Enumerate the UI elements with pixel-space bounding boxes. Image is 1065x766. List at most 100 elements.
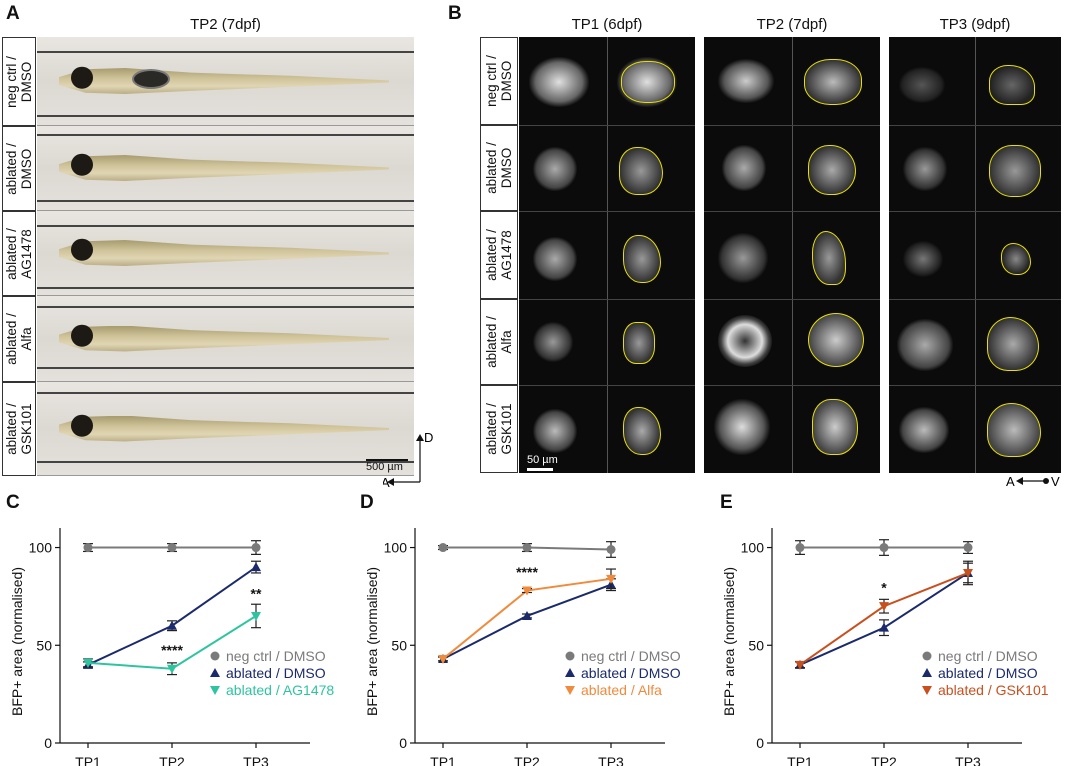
panel-a-row-label: ablated / Alfa <box>2 296 36 382</box>
panel-c-label: C <box>6 492 20 513</box>
data-point <box>251 543 261 553</box>
legend-marker <box>210 686 220 695</box>
data-point <box>251 611 261 621</box>
data-point <box>606 545 616 554</box>
data-point <box>795 543 805 553</box>
panel-b-row-label: neg ctrl / DMSO <box>480 37 518 125</box>
series-neg_ctrl <box>83 540 261 555</box>
x-tick-label: TP3 <box>955 754 981 766</box>
data-point <box>167 543 177 553</box>
panel-a-row-label: ablated / AG1478 <box>2 211 36 296</box>
larva-image <box>37 126 414 211</box>
axis-d-label: D <box>424 430 433 445</box>
panel-b-row-label: ablated / Alfa <box>480 299 518 385</box>
data-point <box>879 543 889 553</box>
legend-marker <box>565 651 575 661</box>
panel-a-row-label: ablated / DMSO <box>2 126 36 211</box>
data-point <box>963 543 973 553</box>
legend-label: neg ctrl / DMSO <box>226 648 326 664</box>
panel-b-col-title: TP3 (9dpf) <box>939 16 1011 33</box>
panel-b-orientation-arrow: A V <box>1006 474 1060 489</box>
legend-label: ablated / GSK101 <box>938 682 1049 698</box>
data-point <box>522 610 532 620</box>
panel-b-scale-text: 50 µm <box>527 454 558 466</box>
micrograph-column <box>519 37 695 473</box>
y-tick-label: 100 <box>384 540 408 556</box>
axis-a-label: A <box>1006 474 1015 489</box>
data-point <box>879 602 889 612</box>
legend-marker <box>922 651 932 661</box>
series-neg_ctrl <box>795 539 973 556</box>
data-point <box>83 543 93 553</box>
panel-b-row-label: ablated / DMSO <box>480 125 518 211</box>
legend-marker <box>565 668 575 677</box>
legend-label: ablated / AG1478 <box>226 682 334 698</box>
y-tick-label: 0 <box>756 735 764 751</box>
chart-d: 0 50 100 TP1 TP2 TP3 BFP+ area (normalised) ***… <box>364 528 681 766</box>
axis-v-label: V <box>1051 474 1060 489</box>
y-tick-label: 100 <box>29 540 53 556</box>
y-axis-label: BFP+ area (normalised) <box>9 567 25 716</box>
panel-b-col-title: TP2 (7dpf) <box>756 16 828 33</box>
data-point <box>167 664 177 674</box>
y-tick-label: 50 <box>391 637 407 653</box>
x-tick-label: TP1 <box>787 754 813 766</box>
y-tick-label: 0 <box>399 735 407 751</box>
panel-e-label: E <box>720 492 733 513</box>
legend-label: ablated / DMSO <box>226 665 326 681</box>
y-axis-label: BFP+ area (normalised) <box>364 567 380 716</box>
significance-marker: **** <box>161 642 183 658</box>
x-tick-label: TP1 <box>75 754 101 766</box>
larva-image <box>37 296 414 382</box>
panel-a-row-label: neg ctrl / DMSO <box>2 37 36 126</box>
panel-a-orientation-arrows: D A <box>383 430 433 490</box>
legend-marker <box>565 686 575 695</box>
legend-marker <box>922 668 932 677</box>
chart-e: 0 50 100 TP1 TP2 TP3 BFP+ area (normalised) * ne… <box>721 528 1049 766</box>
axis-a-label: A <box>383 475 390 490</box>
y-tick-label: 50 <box>36 637 52 653</box>
legend-label: neg ctrl / DMSO <box>938 648 1038 664</box>
data-point <box>522 543 532 553</box>
data-point <box>879 622 889 632</box>
series-gsk101 <box>795 560 973 670</box>
significance-marker: * <box>881 580 887 596</box>
micrograph-column <box>704 37 880 473</box>
data-point <box>606 574 616 584</box>
data-point <box>438 543 448 553</box>
data-point <box>83 658 93 668</box>
data-point <box>963 568 973 578</box>
x-tick-label: TP1 <box>430 754 456 766</box>
panel-a-label: A <box>6 3 20 24</box>
panel-b-col-title: TP1 (6dpf) <box>571 16 643 33</box>
series-alfa <box>438 568 616 664</box>
y-axis-label: BFP+ area (normalised) <box>721 567 737 716</box>
panel-a-row-label: ablated / GSK101 <box>2 382 36 476</box>
data-point <box>522 586 532 596</box>
significance-marker: **** <box>516 564 538 580</box>
micrograph-column <box>889 37 1061 473</box>
data-point <box>438 654 448 664</box>
larva-image <box>37 37 414 126</box>
panel-b-scale-bar <box>527 468 553 471</box>
y-tick-label: 50 <box>748 637 764 653</box>
significance-marker: ** <box>251 585 262 601</box>
panel-b-row-label: ablated / GSK101 <box>480 385 518 473</box>
larva-image <box>37 211 414 296</box>
y-tick-label: 0 <box>44 735 52 751</box>
legend-label: ablated / DMSO <box>581 665 681 681</box>
data-point <box>167 620 177 630</box>
panel-b-row-label: ablated / AG1478 <box>480 211 518 299</box>
legend-label: ablated / DMSO <box>938 665 1038 681</box>
x-tick-label: TP2 <box>871 754 897 766</box>
series-neg_ctrl <box>438 541 616 558</box>
legend-marker <box>210 651 220 661</box>
legend-marker <box>210 668 220 677</box>
larva-image <box>37 382 414 476</box>
panel-a-scale-bar <box>366 459 408 461</box>
legend-label: ablated / Alfa <box>581 682 662 698</box>
